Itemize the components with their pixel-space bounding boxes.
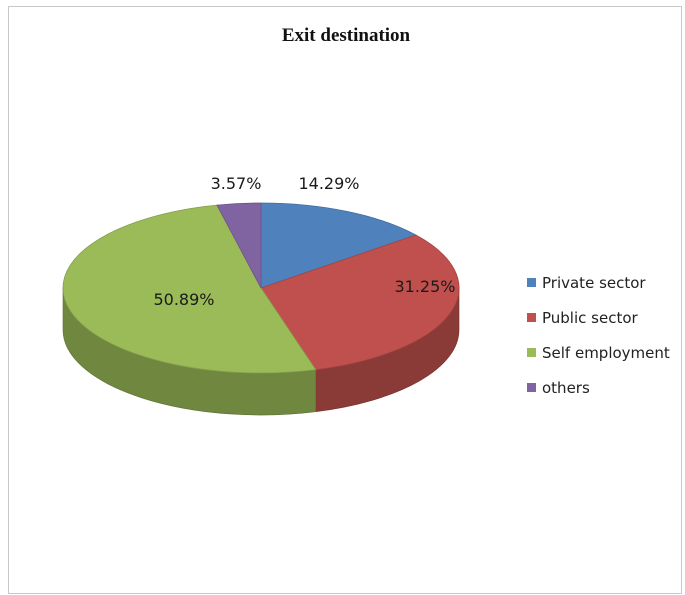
pie-slice-self-employment <box>62 204 317 374</box>
legend-item-self-employment: Self employment <box>527 335 670 370</box>
chart-frame: Exit destination 14.29% 31.25% 50.89% 3.57%… <box>8 6 682 594</box>
legend-label-private-sector: Private sector <box>542 273 646 292</box>
legend-label-public-sector: Public sector <box>542 308 638 327</box>
legend-swatch-private-sector <box>527 278 536 287</box>
legend-item-others: others <box>527 370 670 405</box>
legend-swatch-public-sector <box>527 313 536 322</box>
pie-slice-public-sector <box>260 234 460 371</box>
pie-labels: 14.29% 31.25% 50.89% 3.57% <box>153 174 455 309</box>
chart-title: Exit destination <box>281 25 411 46</box>
legend-item-public-sector: Public sector <box>527 300 670 335</box>
legend-item-private-sector: Private sector <box>527 265 670 300</box>
legend-swatch-others <box>527 383 536 392</box>
pie-top <box>62 202 460 374</box>
legend-swatch-self-employment <box>527 348 536 357</box>
legend-label-others: others <box>542 378 590 397</box>
data-label-others: 3.57% <box>211 174 262 193</box>
pie-slice-private-sector <box>260 202 417 289</box>
data-label-private-sector: 14.29% <box>298 174 359 193</box>
data-label-self-employment: 50.89% <box>153 290 214 309</box>
pie-slice-others <box>216 202 262 289</box>
pie-chart: 14.29% 31.25% 50.89% 3.57% <box>62 174 460 416</box>
legend-label-self-employment: Self employment <box>542 343 670 362</box>
data-label-public-sector: 31.25% <box>394 277 455 296</box>
legend: Private sector Public sector Self employ… <box>527 265 670 405</box>
